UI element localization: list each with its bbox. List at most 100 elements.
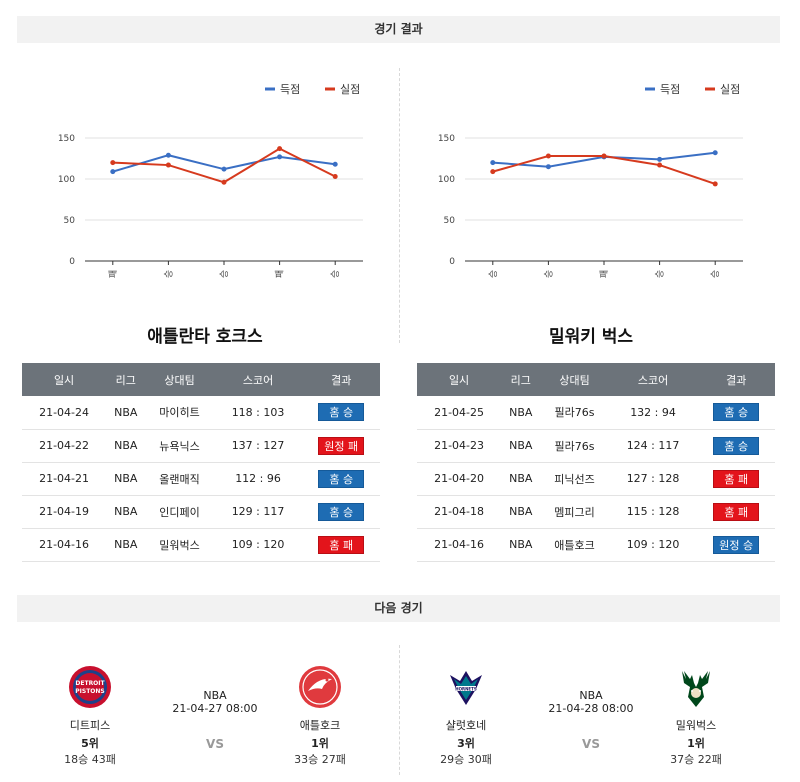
y-tick-label: 150 [438,134,455,144]
cell-opponent: 올랜매직 [145,462,214,496]
next-game-1-away[interactable]: 애틀호크 1위 33승 27패 [280,665,360,767]
cell-score: 109 : 120 [608,528,698,562]
team-record: 18승 43패 [64,753,116,766]
cell-date: 21-04-24 [22,396,107,430]
match-info: NBA 21-04-27 08:00 [160,689,270,715]
result-badge: 홈 승 [318,469,365,488]
data-point [165,162,171,168]
team-record: 37승 22패 [670,753,722,766]
match-league: NBA [579,689,603,702]
result-badge: 원정 승 [713,535,760,554]
svg-text:HORNETS: HORNETS [455,686,477,691]
cell-result: 홈 승 [302,495,380,529]
cell-result: 홈 패 [697,495,775,529]
col-score: 스코어 [213,363,303,396]
cell-date: 21-04-21 [22,462,107,496]
y-tick-label: 50 [64,216,76,226]
data-point [545,164,551,170]
match-datetime: 21-04-28 08:00 [548,702,634,715]
next-game-1-home[interactable]: DETROIT PISTONS 디트피스 5위 18승 43패 [50,665,130,767]
cell-result: 홈 승 [302,462,380,496]
cell-league: NBA [501,462,541,496]
col-score: 스코어 [608,363,698,396]
cell-league: NBA [501,396,541,430]
legend-label: 실점 [720,83,740,96]
cell-league: NBA [501,429,541,463]
x-tick-label: 승 [330,270,341,278]
cell-opponent: 애틀호크 [540,528,609,562]
column-divider [399,68,400,343]
y-tick-label: 0 [449,257,455,267]
cell-date: 21-04-22 [22,429,107,463]
team-name: 샬럿호네 [445,719,487,732]
cell-date: 21-04-25 [417,396,502,430]
cell-date: 21-04-18 [417,495,502,529]
col-result: 결과 [302,363,380,396]
cell-opponent: 필라76s [540,429,609,463]
data-point [277,154,283,160]
cell-opponent: 뉴욕닉스 [145,429,214,463]
cell-opponent: 마이히트 [145,396,214,430]
data-point [601,153,607,159]
table-row: 21-04-23 NBA 필라76s 124 : 117 홈 승 [417,429,775,463]
chart-hawks-svg: 득점 실점 0 50 100 150 패 승 승 패 승 [58,83,363,278]
cell-score: 132 : 94 [608,396,698,430]
match-info: NBA 21-04-28 08:00 [536,689,646,715]
col-date: 일시 [22,363,107,396]
svg-text:DETROIT: DETROIT [75,680,105,687]
cell-score: 109 : 120 [213,528,303,562]
results-table-hawks: 일시 리그 상대팀 스코어 결과 21-04-24 NBA 마이히트 118 : 10… [22,363,380,562]
y-tick-label: 50 [444,216,456,226]
data-point [712,181,718,187]
table-row: 21-04-22 NBA 뉴욕닉스 137 : 127 원정 패 [22,429,380,463]
cell-league: NBA [106,462,146,496]
col-result: 결과 [697,363,775,396]
hawks-logo-icon [299,666,341,708]
x-tick-label: 승 [710,270,721,278]
data-point [332,161,338,167]
cell-opponent: 피닉선즈 [540,462,609,496]
col-opponent: 상대팀 [145,363,214,396]
table-row: 21-04-25 NBA 필라76s 132 : 94 홈 승 [417,396,775,430]
y-tick-label: 100 [58,175,75,185]
cell-league: NBA [106,528,146,562]
table-row: 21-04-18 NBA 멤피그리 115 : 128 홈 패 [417,495,775,529]
cell-score: 137 : 127 [213,429,303,463]
data-point [657,162,663,168]
team-record: 29승 30패 [440,753,492,766]
x-tick-label: 승 [655,270,666,278]
cell-opponent: 필라76s [540,396,609,430]
x-tick-label: 패 [108,270,119,278]
chart-bucks: 득점 실점 0 50 100 150 승 승 패 승 승 [405,78,765,288]
data-point [221,179,227,185]
chart-hawks: 득점 실점 0 50 100 150 패 승 승 패 승 [25,78,385,288]
team-rank: 1위 [687,737,705,750]
result-badge: 홈 패 [318,535,365,554]
cell-result: 홈 승 [697,396,775,430]
team-rank: 1위 [311,737,329,750]
team-name: 밀워벅스 [675,719,717,732]
cell-score: 112 : 96 [213,462,303,496]
cell-league: NBA [106,495,146,529]
series-conceded-line [112,147,336,184]
next-game-2-home[interactable]: HORNETS 샬럿호네 3위 29승 30패 [426,665,506,767]
vs-label: VS [582,737,600,751]
data-point [490,160,496,166]
data-point [657,156,663,162]
match-league: NBA [203,689,227,702]
results-table-bucks: 일시 리그 상대팀 스코어 결과 21-04-25 NBA 필라76s 132 : 9… [417,363,775,562]
cell-score: 118 : 103 [213,396,303,430]
match-datetime: 21-04-27 08:00 [172,702,258,715]
cell-result: 홈 패 [697,462,775,496]
team-rank: 5위 [81,737,99,750]
data-point [332,174,338,180]
next-divider [399,645,400,775]
cell-score: 124 : 117 [608,429,698,463]
next-games-section-header: 다음 경기 [17,595,780,622]
pistons-logo-icon: DETROIT PISTONS [69,666,111,708]
cell-opponent: 밀워벅스 [145,528,214,562]
next-game-2-away[interactable]: 밀워벅스 1위 37승 22패 [656,665,736,767]
team-name: 애틀호크 [299,719,341,732]
team-title-bucks: 밀워키 벅스 [548,327,634,347]
cell-league: NBA [106,396,146,430]
